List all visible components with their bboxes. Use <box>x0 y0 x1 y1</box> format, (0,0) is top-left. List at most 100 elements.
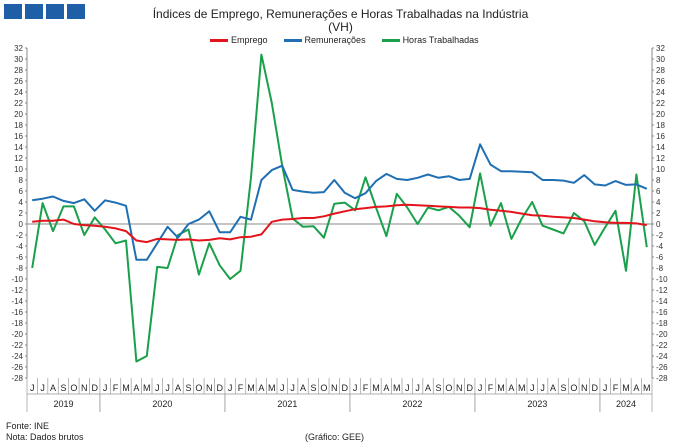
y-tick-label-right: 0 <box>656 220 661 229</box>
y-tick-label-left: 30 <box>14 55 23 64</box>
x-tick-label: D <box>591 383 598 393</box>
y-tick-label-left: 2 <box>19 209 24 218</box>
y-tick-label-right: -24 <box>656 352 668 361</box>
y-tick-label-right: 10 <box>656 165 665 174</box>
y-tick-label-right: 30 <box>656 55 665 64</box>
x-tick-label: D <box>466 383 473 393</box>
year-label: 2020 <box>152 399 172 409</box>
y-tick-label-right: 14 <box>656 143 665 152</box>
x-tick-label: O <box>320 383 327 393</box>
x-tick-label: N <box>206 383 213 393</box>
year-label: 2022 <box>402 399 422 409</box>
x-tick-label: S <box>435 383 441 393</box>
x-tick-label: A <box>258 383 264 393</box>
year-label: 2023 <box>527 399 547 409</box>
x-tick-label: J <box>280 383 285 393</box>
y-tick-label-right: -28 <box>656 374 668 383</box>
x-tick-label: S <box>310 383 316 393</box>
y-tick-label-right: -26 <box>656 363 668 372</box>
x-tick-label: F <box>613 383 619 393</box>
x-tick-label: N <box>81 383 88 393</box>
y-tick-label-right: 2 <box>656 209 661 218</box>
y-tick-label-right: 24 <box>656 88 665 97</box>
y-tick-label-left: -4 <box>16 242 24 251</box>
y-tick-label-right: -16 <box>656 308 668 317</box>
x-tick-label: D <box>91 383 98 393</box>
x-tick-label: A <box>508 383 514 393</box>
x-tick-label: M <box>497 383 505 393</box>
y-tick-label-left: -10 <box>11 275 23 284</box>
series-line-remuneracoes <box>32 143 648 261</box>
x-tick-label: J <box>103 383 108 393</box>
x-tick-label: A <box>633 383 639 393</box>
y-tick-label-right: 28 <box>656 66 665 75</box>
x-tick-label: J <box>540 383 545 393</box>
y-tick-label-right: 22 <box>656 99 665 108</box>
x-tick-label: N <box>456 383 463 393</box>
x-tick-label: A <box>50 383 56 393</box>
chart-title: Índices de Emprego, Remunerações e Horas… <box>152 7 529 21</box>
x-tick-label: J <box>40 383 45 393</box>
y-tick-label-left: 12 <box>14 154 23 163</box>
y-tick-label-left: 16 <box>14 132 23 141</box>
x-tick-label: A <box>300 383 306 393</box>
y-tick-label-left: 10 <box>14 165 23 174</box>
y-tick-label-right: -20 <box>656 330 668 339</box>
y-tick-label-left: 6 <box>19 187 24 196</box>
y-tick-label-left: -24 <box>11 352 23 361</box>
y-tick-label-right: 18 <box>656 121 665 130</box>
series-line-horas-trabalhadas <box>31 53 648 363</box>
x-tick-label: F <box>238 383 244 393</box>
x-tick-label: J <box>353 383 358 393</box>
year-label: 2021 <box>277 399 297 409</box>
y-tick-label-left: 0 <box>19 220 24 229</box>
x-tick-label: S <box>60 383 66 393</box>
y-tick-label-right: 12 <box>656 154 665 163</box>
y-tick-label-left: -6 <box>16 253 24 262</box>
y-tick-label-right: 32 <box>656 44 665 53</box>
y-tick-label-left: 4 <box>19 198 24 207</box>
y-tick-label-left: -12 <box>11 286 23 295</box>
y-tick-label-left: -18 <box>11 319 23 328</box>
x-tick-label: M <box>643 383 651 393</box>
x-tick-label: O <box>445 383 452 393</box>
y-tick-label-left: -22 <box>11 341 23 350</box>
y-tick-label-left: -2 <box>16 231 24 240</box>
footer-note: Nota: Dados brutos <box>6 432 84 442</box>
x-tick-label: J <box>155 383 160 393</box>
x-tick-label: A <box>175 383 181 393</box>
y-tick-label-left: -8 <box>16 264 24 273</box>
y-tick-label-left: -16 <box>11 308 23 317</box>
legend: Emprego Remunerações Horas Trabalhadas <box>210 35 479 45</box>
footer-credit: (Gráfico: GEE) <box>305 432 365 442</box>
x-tick-label: N <box>331 383 338 393</box>
x-tick-label: M <box>393 383 401 393</box>
x-tick-label: F <box>113 383 119 393</box>
y-tick-label-right: 8 <box>656 176 661 185</box>
y-tick-label-left: 22 <box>14 99 23 108</box>
legend-item-horas: Horas Trabalhadas <box>381 35 479 45</box>
y-tick-label-right: 26 <box>656 77 665 86</box>
y-tick-label-left: -26 <box>11 363 23 372</box>
x-tick-label: S <box>560 383 566 393</box>
x-tick-label: D <box>216 383 223 393</box>
y-tick-label-right: -2 <box>656 231 664 240</box>
x-tick-label: M <box>518 383 526 393</box>
y-tick-label-left: 14 <box>14 143 23 152</box>
y-tick-label-left: -14 <box>11 297 23 306</box>
x-tick-label: F <box>363 383 369 393</box>
legend-item-remuneracoes: Remunerações <box>283 35 366 45</box>
x-tick-label: J <box>478 383 483 393</box>
y-tick-label-left: 18 <box>14 121 23 130</box>
x-tick-label: M <box>622 383 630 393</box>
x-tick-label: A <box>383 383 389 393</box>
y-tick-label-right: -14 <box>656 297 668 306</box>
y-tick-label-left: 32 <box>14 44 23 53</box>
y-tick-label-right: 4 <box>656 198 661 207</box>
y-tick-label-left: 20 <box>14 110 23 119</box>
chart-subtitle: (VH) <box>328 20 353 34</box>
y-tick-label-right: -6 <box>656 253 664 262</box>
y-tick-label-right: -12 <box>656 286 668 295</box>
x-tick-label: J <box>405 383 410 393</box>
x-tick-label: M <box>122 383 130 393</box>
